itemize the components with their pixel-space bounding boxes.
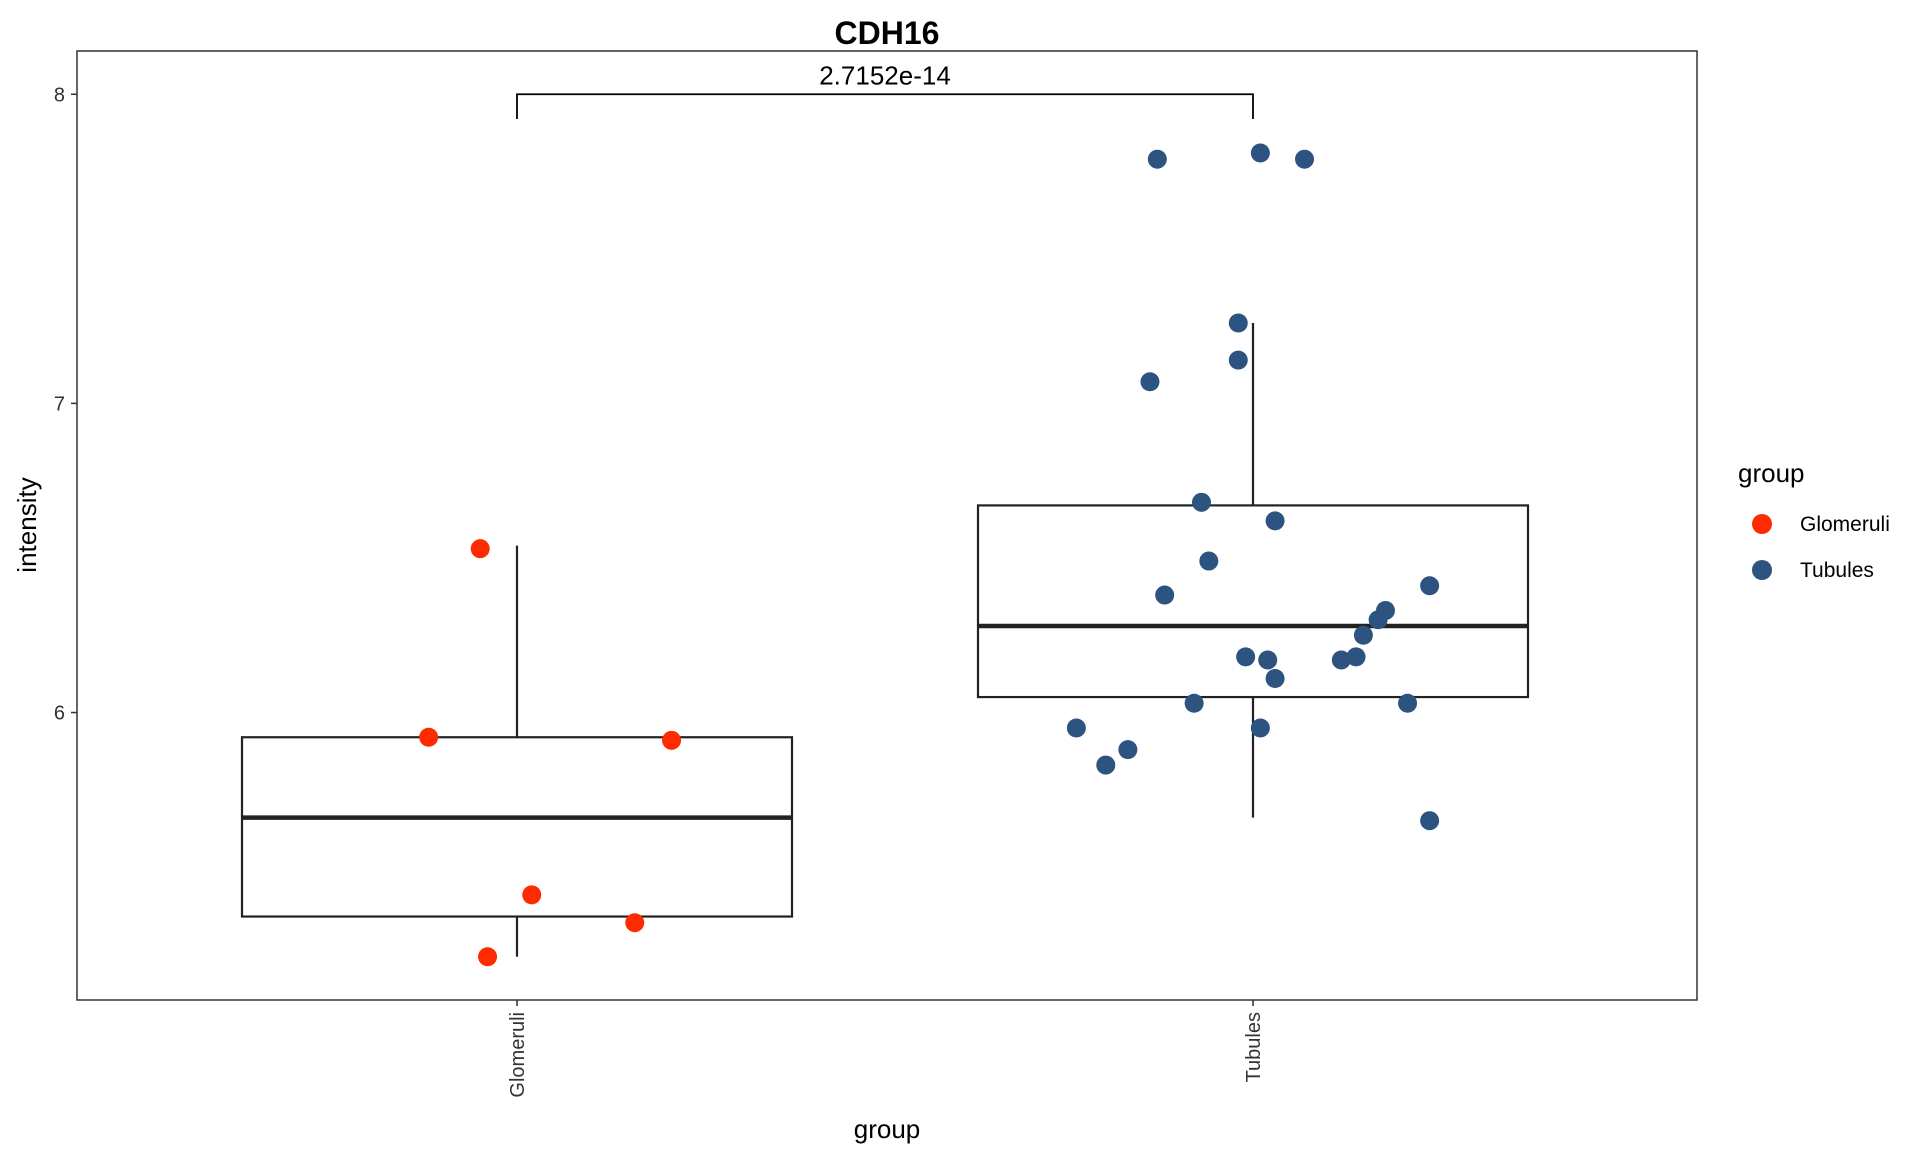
plot-panel: [76, 50, 1698, 1001]
data-point-tubules-10: [1155, 585, 1175, 605]
data-point-tubules-5: [1140, 372, 1160, 392]
data-point-glomeruli-2: [662, 730, 682, 750]
data-point-glomeruli-3: [522, 885, 542, 905]
data-point-tubules-12: [1368, 610, 1388, 630]
y-tick-label-8: 8: [54, 84, 65, 106]
x-tick-label-glomeruli: Glomeruli: [507, 1012, 529, 1098]
chart-title: CDH16: [835, 15, 940, 51]
data-point-glomeruli-1: [419, 727, 439, 747]
data-point-tubules-2: [1295, 149, 1315, 169]
data-point-tubules-6: [1191, 492, 1211, 512]
data-point-tubules-24: [1096, 755, 1116, 775]
legend: group Glomeruli Tubules: [1738, 458, 1890, 582]
data-point-tubules-13: [1353, 625, 1373, 645]
data-point-tubules-23: [1118, 740, 1138, 760]
legend-label-glomeruli: Glomeruli: [1800, 513, 1890, 536]
data-point-glomeruli-4: [625, 913, 645, 933]
y-axis-title: intensity: [12, 477, 42, 572]
x-axis: Glomeruli Tubules: [507, 1000, 1265, 1098]
p-value-label: 2.7152e-14: [819, 60, 951, 90]
data-point-glomeruli-0: [470, 539, 490, 559]
point-layer: [419, 143, 1440, 967]
data-point-tubules-8: [1199, 551, 1219, 571]
data-point-tubules-3: [1228, 313, 1248, 333]
legend-key-tubules: [1752, 560, 1772, 580]
x-axis-title: group: [854, 1114, 921, 1144]
data-point-tubules-25: [1420, 811, 1440, 831]
data-point-tubules-17: [1331, 650, 1351, 670]
comparison-bracket: 2.7152e-14: [516, 60, 1254, 120]
data-point-tubules-15: [1258, 650, 1278, 670]
y-axis: 6 7 8: [54, 84, 77, 725]
data-point-tubules-22: [1250, 718, 1270, 738]
data-point-tubules-1: [1250, 143, 1270, 163]
data-point-glomeruli-5: [478, 947, 498, 967]
y-tick-label-6: 6: [54, 703, 65, 725]
data-point-tubules-9: [1420, 576, 1440, 596]
data-point-tubules-18: [1265, 669, 1285, 689]
legend-label-tubules: Tubules: [1800, 559, 1874, 582]
data-point-tubules-0: [1147, 149, 1167, 169]
data-point-tubules-19: [1184, 693, 1204, 713]
legend-title: group: [1738, 458, 1805, 488]
comparison-bracket-line: [516, 93, 1254, 120]
data-point-tubules-14: [1236, 647, 1256, 667]
data-point-tubules-7: [1265, 511, 1285, 531]
data-point-tubules-16: [1346, 647, 1366, 667]
box-tubules: [976, 504, 1530, 699]
legend-key-glomeruli: [1752, 514, 1772, 534]
data-point-tubules-20: [1398, 693, 1418, 713]
y-tick-label-7: 7: [54, 393, 65, 415]
box-layer: [240, 323, 1530, 957]
data-point-tubules-4: [1228, 350, 1248, 370]
box-glomeruli: [240, 736, 794, 918]
data-point-tubules-21: [1066, 718, 1086, 738]
x-tick-label-tubules: Tubules: [1243, 1012, 1265, 1082]
